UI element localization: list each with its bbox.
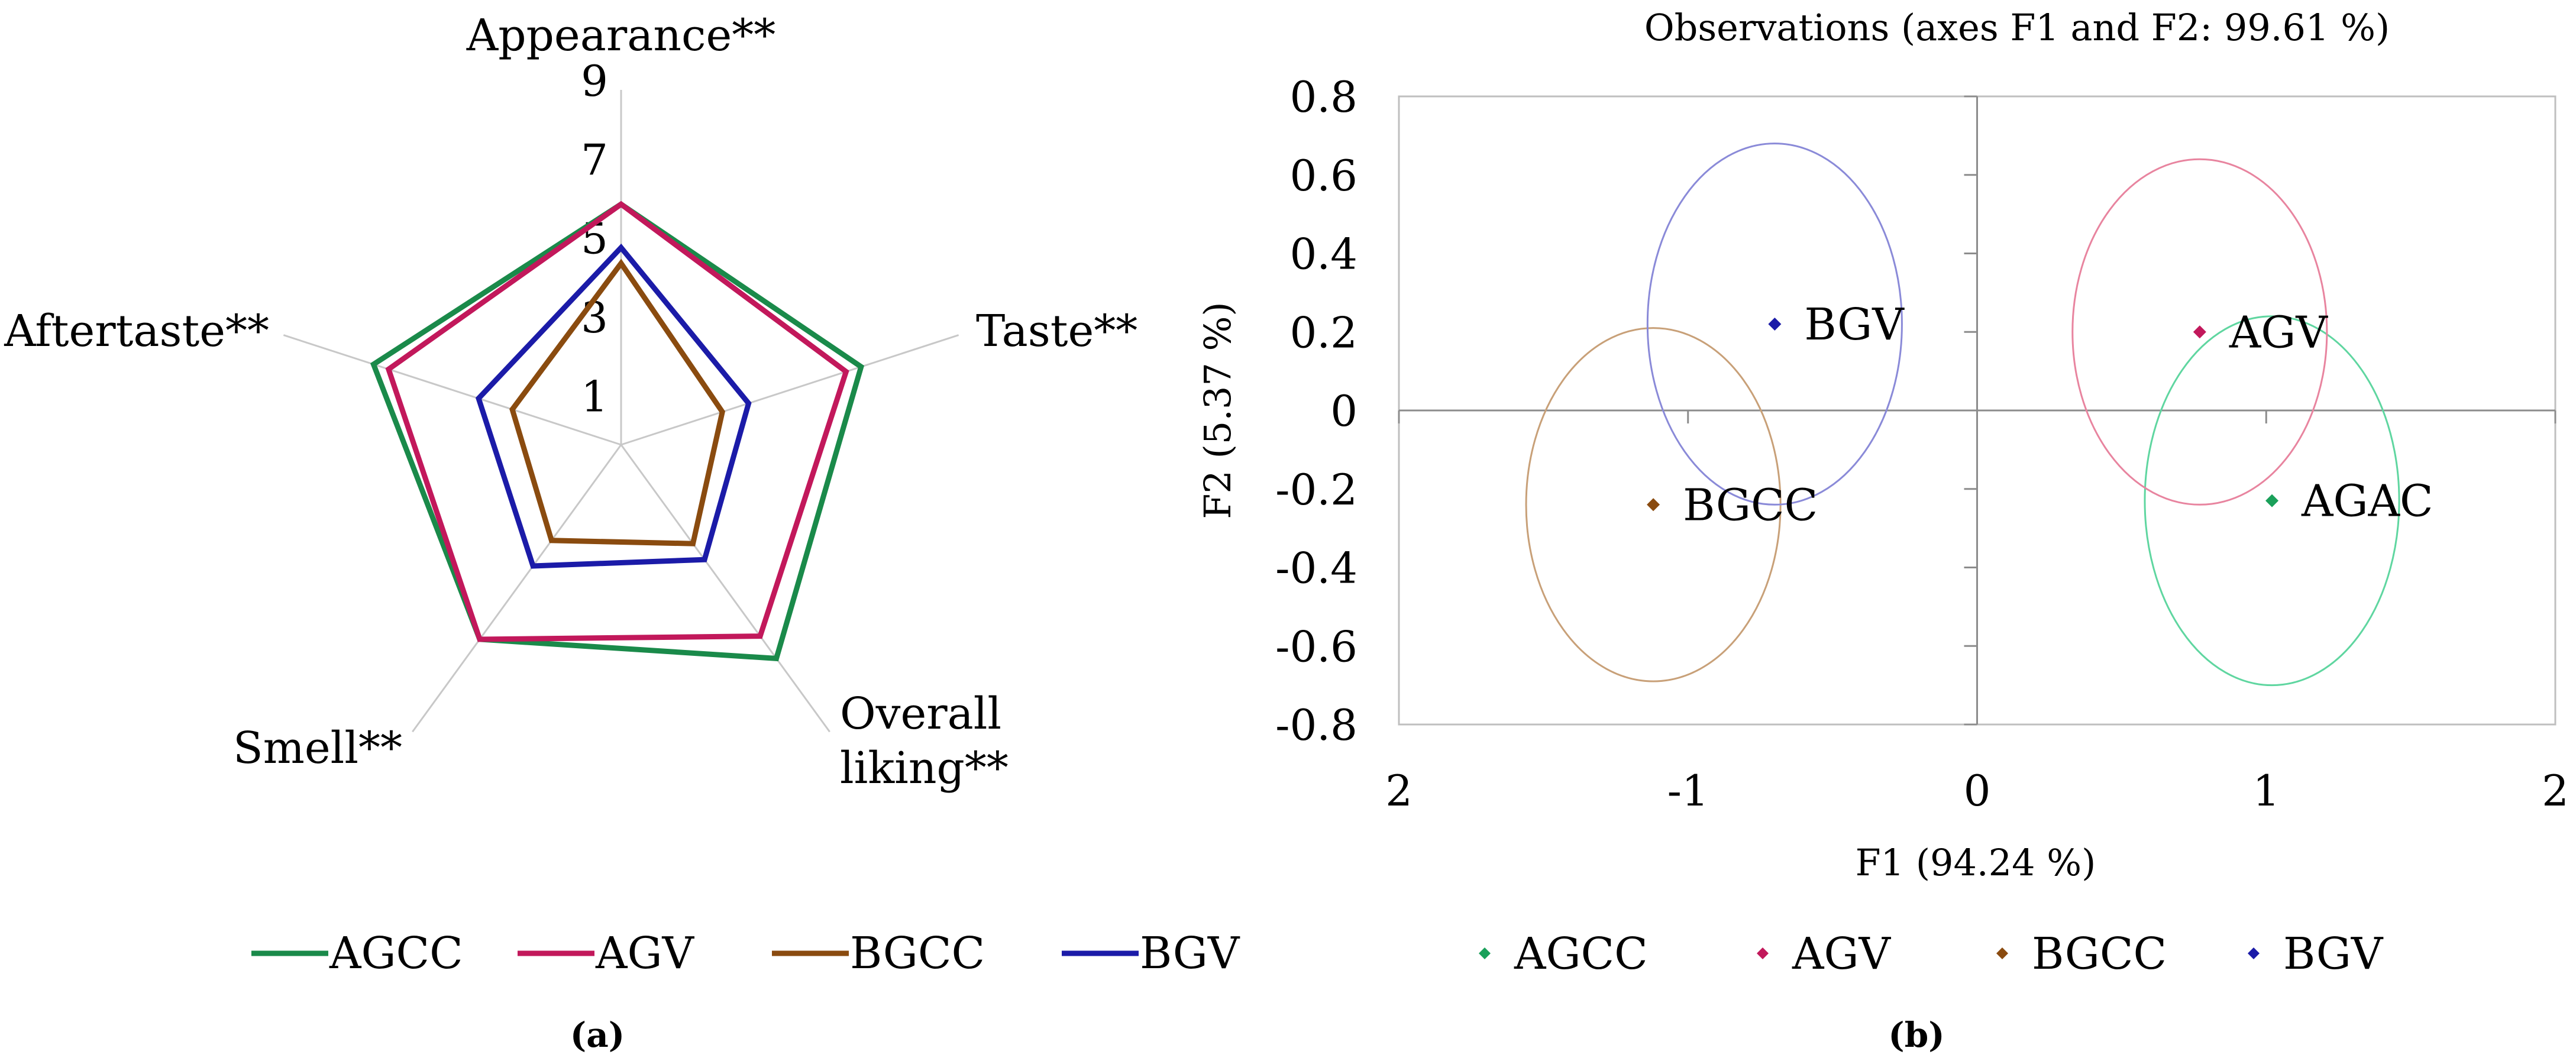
y-tick-labels: 0.8 0.6 0.4 0.2 0 -0.2 -0.4 -0.6 -0.8	[1275, 72, 1358, 750]
legend-label: AGCC	[1514, 929, 1648, 979]
x-tick-label: 2	[2542, 766, 2569, 816]
scatter-title: Observations (axes F1 and F2: 99.61 %)	[1644, 6, 2390, 49]
legend-label: AGV	[595, 928, 695, 979]
radar-axis-label: Smell**	[233, 723, 402, 774]
confidence-ellipses	[1525, 143, 2400, 687]
caption-a: (a)	[570, 1015, 625, 1055]
observation-points: AGAC AGV BGCC BGV	[1647, 299, 2433, 530]
point-label: BGV	[1804, 299, 1905, 350]
radar-axis-label: Taste**	[976, 306, 1137, 357]
legend-marker-bgcc	[1996, 947, 2008, 959]
radar-spoke	[620, 334, 959, 446]
x-tick-labels: 2 -1 0 1 2	[1385, 766, 2569, 816]
point-label: BGCC	[1683, 480, 1818, 530]
radar-series	[370, 200, 865, 662]
x-tick-label: 1	[2252, 766, 2280, 816]
radar-legend: AGCC AGV BGCC BGV	[251, 928, 1240, 979]
point-bgv	[1768, 317, 1782, 331]
y-tick-label: 0.4	[1289, 229, 1358, 279]
legend-label: AGV	[1792, 929, 1892, 979]
y-tick-label: -0.8	[1275, 700, 1358, 750]
ellipse-agcc	[2144, 315, 2400, 687]
point-agcc	[2265, 494, 2279, 507]
radar-series-bgv	[475, 243, 752, 569]
point-label: AGV	[2229, 307, 2329, 358]
legend-marker-bgv	[2248, 947, 2260, 959]
x-tick-label: -1	[1667, 766, 1709, 816]
radar-axis-label: Aftertaste**	[4, 306, 269, 357]
radar-axis-label: Overall liking**	[840, 688, 1009, 794]
point-label: AGAC	[2301, 476, 2433, 527]
ellipse-agv	[2071, 158, 2328, 506]
radar-tick-label: 9	[581, 56, 608, 106]
scatter-legend: AGCC AGV BGCC BGV	[1479, 929, 2384, 979]
caption-b: (b)	[1888, 1015, 1944, 1055]
legend-label: BGV	[2283, 929, 2384, 979]
radar-axis-labels: Appearance** Taste** Overall liking** Smell*…	[4, 10, 1137, 794]
x-tick-label: 0	[1964, 766, 1991, 816]
radar-series-agcc	[370, 200, 865, 662]
legend-label: AGCC	[329, 928, 463, 979]
radar-series-bgcc	[509, 258, 726, 546]
legend-marker-agcc	[1479, 947, 1491, 959]
y-tick-label: -0.2	[1275, 465, 1358, 515]
x-tick-label: 2	[1385, 766, 1413, 816]
radar-tick-label: 7	[581, 135, 608, 185]
y-axis-label: F2 (5.37 %)	[1196, 302, 1239, 519]
ellipse-bgv	[1646, 143, 1903, 506]
y-tick-label: 0.2	[1289, 308, 1358, 357]
legend-label: BGCC	[2032, 929, 2167, 979]
x-axis-label: F1 (94.24 %)	[1856, 841, 2096, 884]
point-bgcc	[1647, 498, 1660, 512]
legend-label: BGCC	[850, 928, 985, 979]
radar-series-agv	[385, 200, 849, 642]
y-tick-label: 0	[1330, 386, 1358, 436]
y-tick-label: -0.6	[1275, 622, 1358, 671]
y-tick-label: 0.8	[1289, 72, 1358, 122]
radar-spoke	[283, 334, 622, 446]
y-tick-label: -0.4	[1275, 544, 1358, 593]
radar-tick-label: 1	[581, 371, 608, 421]
legend-label: BGV	[1140, 928, 1240, 979]
scatter-axes	[1398, 95, 2556, 726]
radar-spokes	[283, 90, 959, 733]
y-tick-label: 0.6	[1289, 151, 1358, 200]
point-agv	[2193, 325, 2206, 339]
radar-axis-label: Appearance**	[466, 10, 775, 61]
legend-marker-agv	[1757, 947, 1769, 959]
radar-spoke	[620, 444, 830, 733]
radar-spoke	[412, 444, 622, 733]
scatter-chart: Observations (axes F1 and F2: 99.61 %) 0…	[1196, 6, 2569, 1055]
